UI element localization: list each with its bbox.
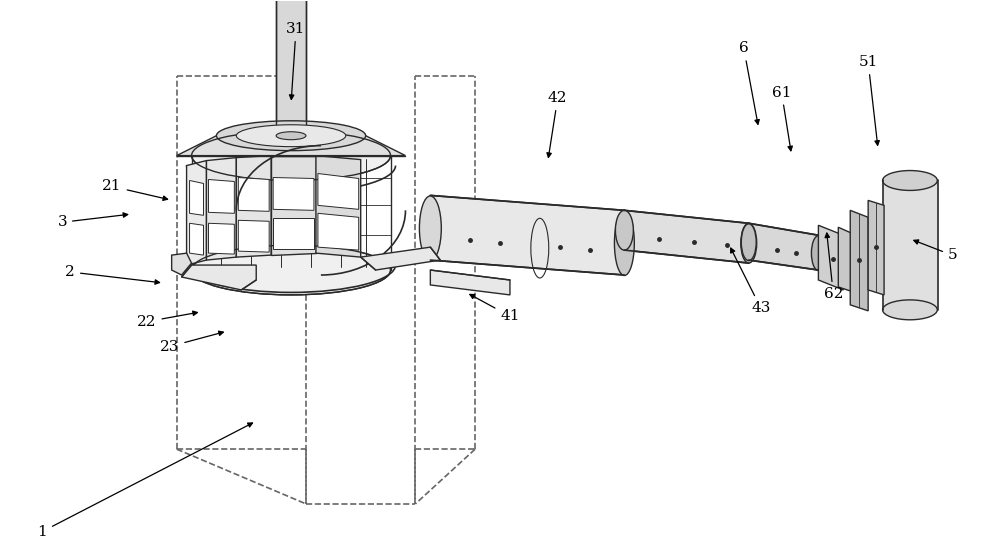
Polygon shape [850, 210, 868, 311]
Polygon shape [208, 179, 234, 213]
Polygon shape [187, 160, 206, 265]
Polygon shape [749, 223, 818, 270]
Polygon shape [430, 270, 510, 295]
Polygon shape [883, 180, 938, 310]
Ellipse shape [741, 223, 757, 263]
Ellipse shape [192, 245, 391, 295]
Ellipse shape [883, 300, 937, 320]
Text: 5: 5 [914, 240, 958, 263]
Text: 21: 21 [102, 179, 168, 200]
Text: 3: 3 [57, 213, 128, 229]
Polygon shape [271, 155, 316, 255]
Polygon shape [276, 0, 306, 136]
Polygon shape [238, 178, 269, 211]
Polygon shape [177, 136, 405, 155]
Ellipse shape [741, 224, 756, 261]
Ellipse shape [216, 121, 366, 150]
Text: 43: 43 [731, 248, 770, 315]
Polygon shape [868, 200, 884, 295]
Polygon shape [238, 220, 269, 252]
Text: 6: 6 [739, 41, 759, 124]
Polygon shape [182, 265, 256, 290]
Text: 22: 22 [137, 311, 197, 329]
Text: 2: 2 [65, 265, 160, 284]
Text: 1: 1 [37, 423, 253, 538]
Text: 61: 61 [772, 85, 792, 151]
Polygon shape [818, 225, 843, 290]
Polygon shape [318, 213, 359, 250]
Text: 42: 42 [547, 91, 567, 158]
Polygon shape [316, 155, 361, 257]
Ellipse shape [192, 131, 391, 180]
Ellipse shape [236, 125, 346, 147]
Ellipse shape [276, 132, 306, 140]
Polygon shape [318, 174, 359, 209]
Polygon shape [236, 155, 271, 257]
Text: 62: 62 [824, 233, 843, 301]
Polygon shape [172, 253, 192, 275]
Polygon shape [838, 227, 856, 293]
Polygon shape [361, 247, 440, 270]
Text: 31: 31 [286, 22, 306, 99]
Ellipse shape [614, 211, 634, 275]
Text: 23: 23 [160, 331, 223, 354]
Polygon shape [190, 180, 203, 215]
Polygon shape [273, 178, 314, 210]
Ellipse shape [615, 210, 633, 250]
Ellipse shape [419, 196, 441, 261]
Polygon shape [273, 218, 314, 249]
Ellipse shape [811, 236, 825, 270]
Polygon shape [208, 223, 234, 254]
Ellipse shape [883, 170, 937, 190]
Text: 41: 41 [470, 294, 520, 323]
Polygon shape [430, 195, 624, 275]
Polygon shape [206, 158, 236, 260]
Polygon shape [190, 223, 203, 255]
Text: 51: 51 [858, 55, 879, 145]
Polygon shape [624, 210, 749, 263]
